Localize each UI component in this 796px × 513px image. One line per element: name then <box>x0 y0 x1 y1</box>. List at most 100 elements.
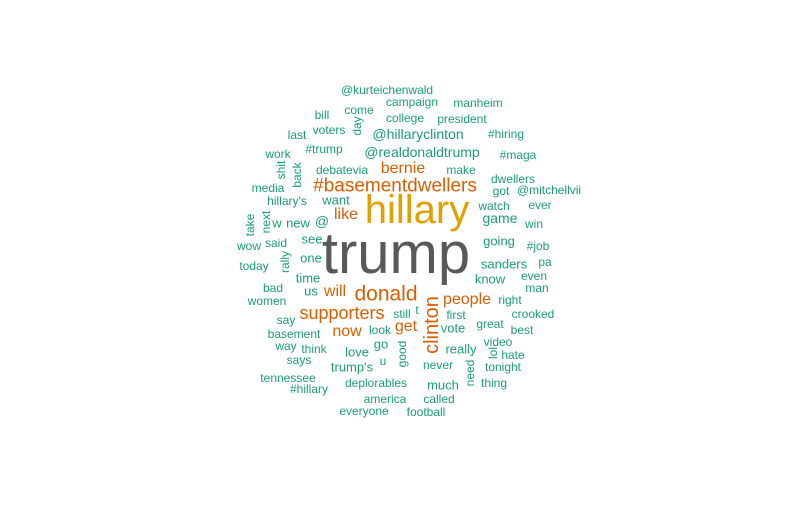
word-people: people <box>442 291 492 308</box>
word-work: work <box>265 147 291 161</box>
word-now: now <box>332 323 362 340</box>
word-game: game <box>482 210 518 226</box>
word-mitchellvii: @mitchellvii <box>516 183 582 197</box>
word-us: us <box>304 283 318 299</box>
word-right: right <box>498 293 522 307</box>
word-great: great <box>476 317 504 331</box>
word-win: win <box>524 217 544 231</box>
word-man: man <box>525 281 549 295</box>
word-pa: pa <box>538 255 552 269</box>
word-even: even <box>520 269 548 283</box>
word-know: know <box>474 271 506 287</box>
word-trump: trump <box>321 221 471 286</box>
word-tonight: tonight <box>484 360 522 374</box>
word-basement: basement <box>267 327 321 341</box>
word-really: really <box>445 341 477 357</box>
word-everyone: everyone <box>339 404 389 418</box>
word-love: love <box>345 344 369 360</box>
word-deplorables: deplorables <box>344 376 408 390</box>
word-say: say <box>276 313 296 327</box>
word-manheim: manheim <box>453 96 503 110</box>
word-said: said <box>264 236 288 250</box>
word-women: women <box>247 294 287 308</box>
word-last: last <box>287 128 307 142</box>
word-ever: ever <box>528 198 552 212</box>
word-hillary: #hillary <box>289 382 329 396</box>
word-get: get <box>394 318 418 335</box>
word-campaign: campaign <box>385 95 439 109</box>
word-look: look <box>368 323 392 337</box>
word-still: still <box>393 307 411 321</box>
word-back: back <box>290 162 304 188</box>
word-bernie: bernie <box>380 160 426 177</box>
word-kurteichenwald: @kurteichenwald <box>340 83 434 97</box>
word-come: come <box>344 103 374 117</box>
word-voters: voters <box>312 123 346 137</box>
word-crooked: crooked <box>511 307 555 321</box>
word-maga: #maga <box>499 148 537 162</box>
word-video: video <box>483 335 513 349</box>
word-shit: shit <box>274 160 288 180</box>
word-: @ <box>314 213 330 229</box>
word-lol: lol <box>486 346 500 360</box>
word-time: time <box>295 270 321 286</box>
word-like: like <box>333 206 359 223</box>
word-good: good <box>395 340 409 368</box>
word-vote: vote <box>440 320 466 336</box>
word-need: need <box>463 359 477 387</box>
word-one: one <box>300 250 322 266</box>
word-hate: hate <box>501 348 525 362</box>
word-president: president <box>437 112 487 126</box>
word-rally: rally <box>278 250 292 274</box>
word-basementdwellers: #basementdwellers <box>313 175 477 197</box>
word-clinton: clinton <box>421 296 443 354</box>
word-realdonaldtrump: @realdonaldtrump <box>364 144 480 160</box>
word-bill: bill <box>314 108 330 122</box>
word-first: first <box>446 308 466 322</box>
word-t: t <box>415 303 419 317</box>
word-called: called <box>423 392 455 406</box>
word-says: says <box>286 353 312 367</box>
word-hiring: #hiring <box>487 127 525 141</box>
word-media: media <box>251 181 285 195</box>
word-today: today <box>239 259 269 273</box>
word-debatevia: debatevia <box>315 163 369 177</box>
word-make: make <box>446 163 476 177</box>
word-donald: donald <box>354 282 418 306</box>
word-hillary-s: hillary's <box>267 194 307 208</box>
word-u: u <box>379 354 387 368</box>
word-football: football <box>406 405 446 419</box>
word-thing: thing <box>480 376 508 390</box>
word-trump-s: trump's <box>330 359 374 375</box>
word-think: think <box>301 342 327 356</box>
word-hillaryclinton: @hillaryclinton <box>372 126 464 142</box>
word-never: never <box>422 358 454 372</box>
word-trump: #trump <box>305 142 343 156</box>
word-will: will <box>323 283 347 300</box>
word-w: w <box>272 215 282 231</box>
word-watch: watch <box>478 199 510 213</box>
word-new: new <box>286 215 310 231</box>
word-sanders: sanders <box>480 256 528 272</box>
word-dwellers: dwellers <box>490 172 536 186</box>
word-supporters: supporters <box>299 303 385 323</box>
word-see: see <box>301 231 323 247</box>
word-job: #job <box>526 239 550 253</box>
word-way: way <box>275 339 297 353</box>
word-wow: wow <box>236 239 262 253</box>
word-hillary: hillary <box>364 188 470 232</box>
word-america: america <box>363 392 407 406</box>
word-going: going <box>483 233 515 249</box>
word-want: want <box>322 192 350 208</box>
word-bad: bad <box>262 281 284 295</box>
word-got: got <box>492 184 510 198</box>
word-next: next <box>259 210 273 234</box>
word-day: day <box>350 116 364 136</box>
word-best: best <box>510 323 534 337</box>
word-much: much <box>427 377 459 393</box>
word-go: go <box>373 336 389 352</box>
word-college: college <box>385 111 425 125</box>
word-tennessee: tennessee <box>260 371 316 385</box>
word-take: take <box>243 213 257 237</box>
